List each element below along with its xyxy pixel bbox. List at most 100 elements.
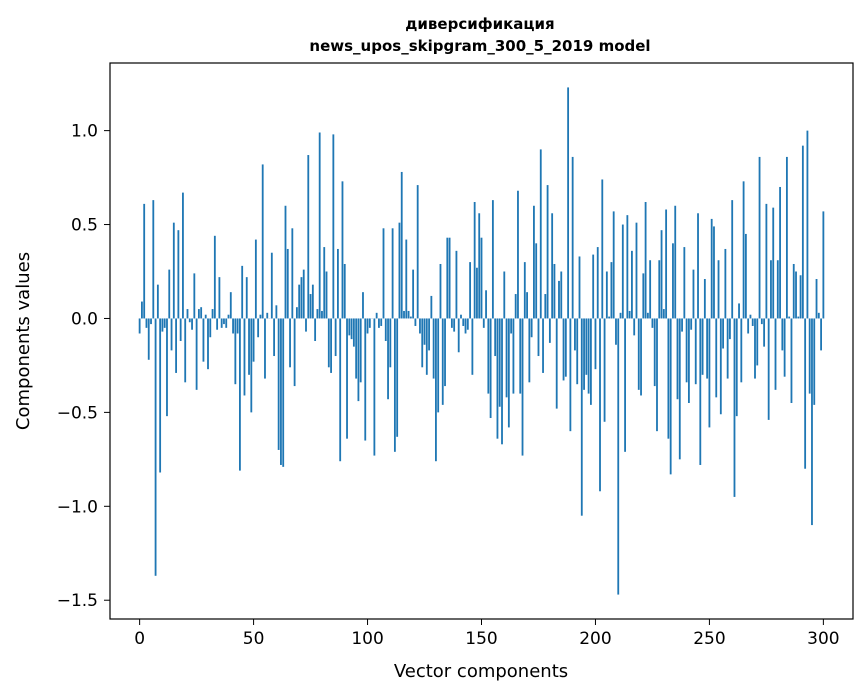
bar (273, 318, 276, 357)
bar (156, 284, 159, 319)
bar (405, 239, 408, 319)
bar (204, 314, 207, 319)
bar (311, 284, 314, 319)
bar (325, 271, 328, 319)
bar (804, 318, 807, 469)
bar (236, 318, 239, 334)
bar (216, 318, 219, 330)
bar (521, 318, 524, 456)
x-tick-label: 150 (465, 629, 497, 649)
bar (633, 318, 636, 336)
bar (813, 318, 816, 405)
bar (487, 318, 490, 394)
bar (441, 318, 444, 405)
bar (517, 190, 519, 319)
bar (589, 318, 592, 405)
bar (601, 179, 604, 319)
bar (182, 192, 184, 319)
bar (822, 211, 825, 319)
bar (605, 271, 608, 319)
bar (188, 318, 191, 323)
bar (437, 318, 440, 413)
bar (564, 318, 567, 377)
bar (407, 310, 410, 319)
bar (485, 290, 487, 319)
bar (765, 203, 768, 319)
bar (635, 222, 638, 319)
bar (314, 318, 317, 341)
bar (462, 318, 465, 326)
bar (375, 312, 378, 319)
bar (510, 318, 513, 334)
bar (307, 155, 310, 319)
bar (672, 243, 674, 319)
bar (744, 233, 747, 319)
bar (546, 185, 549, 319)
bar (450, 318, 453, 328)
bar (811, 318, 813, 526)
bar (767, 318, 770, 420)
bar (756, 318, 759, 366)
bar (355, 318, 358, 379)
bar (628, 310, 631, 319)
bar (138, 318, 141, 334)
bar (699, 318, 702, 465)
bar (514, 294, 517, 319)
bar (241, 265, 244, 319)
bar (302, 269, 305, 319)
bar (482, 318, 485, 328)
bar (327, 318, 330, 368)
x-axis: 0 50 100 150 200 250 300 (134, 619, 840, 649)
bar (542, 318, 544, 373)
bar (175, 318, 177, 373)
bar (346, 318, 348, 439)
bar (637, 318, 640, 390)
bar (289, 318, 291, 368)
bar (610, 262, 613, 319)
bar (774, 318, 777, 390)
bar (806, 130, 809, 319)
bar (213, 235, 216, 319)
bar (731, 200, 734, 319)
bar (569, 318, 572, 432)
bar (252, 318, 255, 362)
y-axis-label: Components values (13, 252, 34, 430)
bar (763, 318, 766, 347)
bar (676, 318, 679, 400)
bar (599, 318, 601, 492)
bar (560, 271, 563, 319)
bar (697, 213, 699, 319)
bar (334, 318, 337, 357)
bar (615, 318, 617, 345)
bar (234, 318, 237, 385)
bar (393, 318, 396, 452)
bar (703, 279, 706, 319)
bar (754, 318, 756, 379)
bar (380, 318, 383, 326)
bar (621, 224, 624, 319)
bar (425, 318, 428, 375)
bar (147, 318, 150, 360)
bar (512, 318, 515, 394)
bar (352, 318, 355, 347)
bar (626, 215, 629, 319)
bar (387, 318, 389, 400)
bar (409, 316, 412, 319)
bar (191, 318, 193, 330)
bar (284, 205, 287, 319)
bar (211, 309, 214, 319)
bar (644, 202, 647, 319)
bar (658, 260, 661, 319)
bar (264, 318, 266, 379)
bar (660, 230, 663, 319)
bar (254, 239, 257, 319)
bar (464, 318, 467, 334)
bar (617, 318, 620, 595)
bar (248, 318, 250, 375)
bar (229, 292, 232, 319)
bar (323, 247, 326, 319)
bar (733, 318, 736, 497)
bar (270, 252, 273, 319)
bar (770, 260, 772, 319)
bar (735, 318, 738, 417)
